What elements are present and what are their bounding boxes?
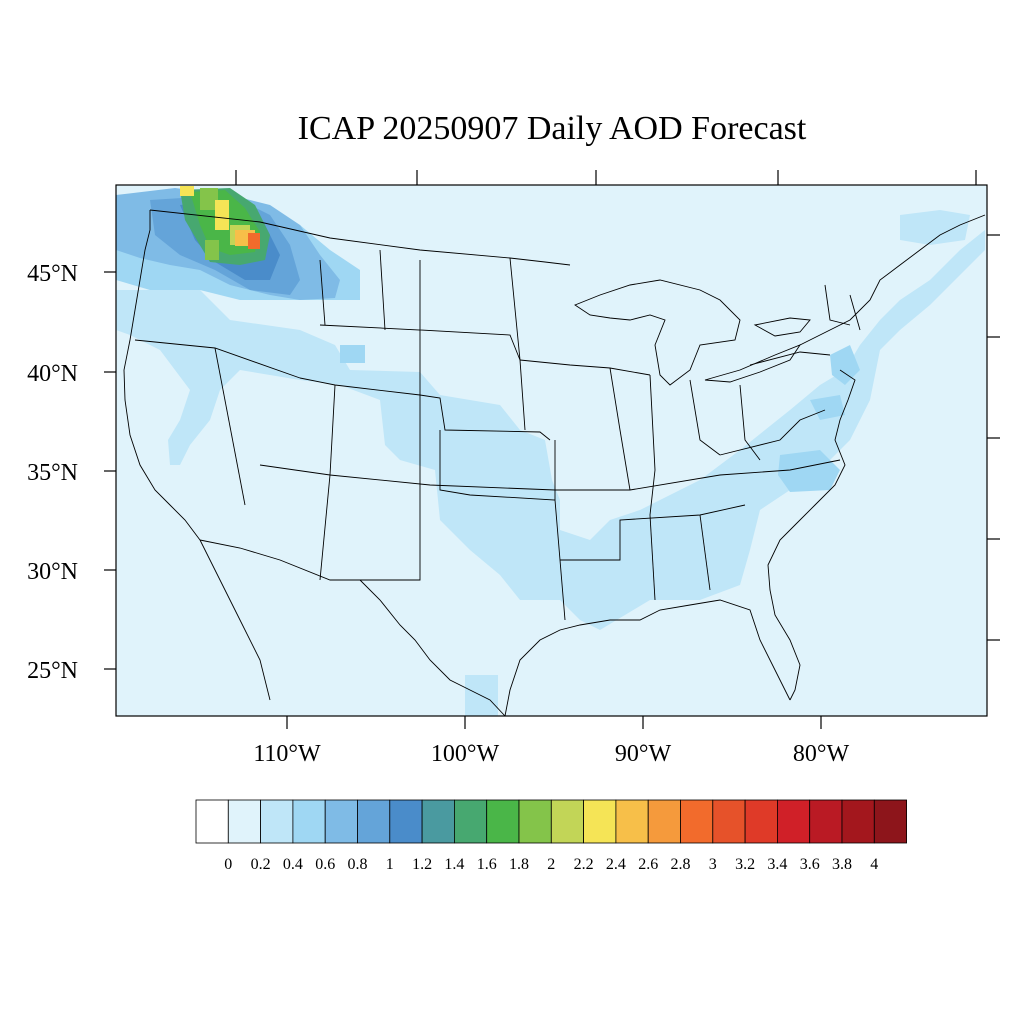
colorbar-swatch [195, 799, 229, 844]
lat-label: 30°N [27, 559, 78, 585]
longitude-labels: 110°W 100°W 90°W 80°W [253, 741, 849, 767]
colorbar-swatch [615, 799, 649, 844]
colorbar-swatch [518, 799, 552, 844]
colorbar-tick-label: 0.4 [283, 856, 303, 873]
colorbar-tick-label: 1.4 [444, 856, 464, 873]
colorbar-swatch [583, 799, 617, 844]
colorbar-swatch [260, 799, 294, 844]
colorbar-swatch [809, 799, 843, 844]
colorbar-tick-label: 3.6 [800, 856, 820, 873]
colorbar-tick-label: 1 [386, 856, 394, 873]
colorbar-tick-label: 2 [547, 856, 555, 873]
map-boundaries [123, 209, 986, 717]
lat-label: 25°N [27, 658, 78, 684]
colorbar-swatch [227, 799, 262, 844]
colorbar-swatch [421, 799, 455, 844]
colorbar-swatch [873, 799, 907, 844]
colorbar-swatch [712, 799, 746, 844]
colorbar-tick-label: 3.8 [832, 856, 852, 873]
lat-label: 40°N [27, 361, 78, 387]
colorbar-tick-label: 3.2 [735, 856, 755, 873]
map-title: ICAP 20250907 Daily AOD Forecast [297, 110, 807, 147]
colorbar-swatch [550, 799, 584, 844]
colorbar-tick-label: 0.6 [315, 856, 335, 873]
colorbar-tick-label: 4 [870, 856, 878, 873]
colorbar-tick-label: 0.2 [251, 856, 271, 873]
colorbar-tick-label: 1.2 [412, 856, 432, 873]
colorbar-tick-label: 0 [224, 856, 232, 873]
colorbar-swatch [292, 799, 326, 844]
colorbar-swatch [486, 799, 520, 844]
colorbar-tick-label: 1.6 [477, 856, 497, 873]
latitude-labels: 45°N 40°N 35°N 30°N 25°N [27, 261, 78, 684]
lat-label: 35°N [27, 460, 78, 486]
colorbar-swatch [357, 799, 391, 844]
colorbar-swatch [841, 799, 875, 844]
colorbar-tick-label: 2.6 [638, 856, 658, 873]
colorbar-tick-label: 3 [709, 856, 717, 873]
colorbar [195, 799, 907, 844]
colorbar-swatch [680, 799, 714, 844]
colorbar-swatch [744, 799, 778, 844]
lat-label: 45°N [27, 261, 78, 287]
colorbar-swatch [324, 799, 358, 844]
colorbar-tick-label: 1.8 [509, 856, 529, 873]
lon-label: 100°W [431, 741, 500, 767]
colorbar-tick-label: 2.2 [574, 856, 594, 873]
colorbar-tick-label: 2.8 [671, 856, 691, 873]
colorbar-tick-label: 2.4 [606, 856, 626, 873]
map-area [115, 184, 988, 717]
colorbar-swatch [777, 799, 811, 844]
map-frame [115, 184, 988, 717]
lon-label: 80°W [793, 741, 850, 767]
aod-plume-core [180, 186, 270, 265]
axis-ticks [104, 170, 1000, 729]
colorbar-tick-label: 0.8 [348, 856, 368, 873]
lon-label: 90°W [615, 741, 672, 767]
colorbar-swatch [389, 799, 423, 844]
colorbar-tick-label: 3.4 [767, 856, 787, 873]
colorbar-swatch [647, 799, 681, 844]
colorbar-labels: 0 0.2 0.4 0.6 0.8 1 1.2 1.4 1.6 1.8 2 2.2 2.4 2.6 2.8 3… [224, 856, 878, 873]
lon-label: 110°W [253, 741, 321, 767]
colorbar-swatch [453, 799, 488, 844]
